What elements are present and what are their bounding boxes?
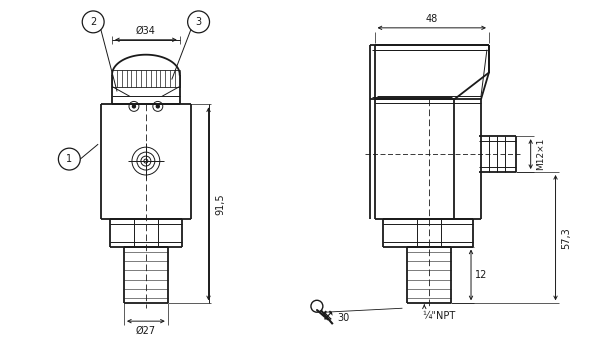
Text: 2: 2 <box>90 17 96 27</box>
Text: Ø34: Ø34 <box>136 26 156 36</box>
Text: 12: 12 <box>475 270 487 280</box>
Text: 3: 3 <box>195 17 202 27</box>
Text: M12×1: M12×1 <box>536 138 545 170</box>
Text: 91,5: 91,5 <box>216 193 225 215</box>
Text: ¼"NPT: ¼"NPT <box>422 311 456 321</box>
Text: Ø27: Ø27 <box>136 326 156 336</box>
Circle shape <box>132 105 135 108</box>
Text: 1: 1 <box>66 154 72 164</box>
Text: ⚒: ⚒ <box>321 310 332 323</box>
Circle shape <box>156 105 159 108</box>
Text: 48: 48 <box>426 14 438 24</box>
Text: 57,3: 57,3 <box>561 227 571 248</box>
Text: 30: 30 <box>338 313 350 323</box>
